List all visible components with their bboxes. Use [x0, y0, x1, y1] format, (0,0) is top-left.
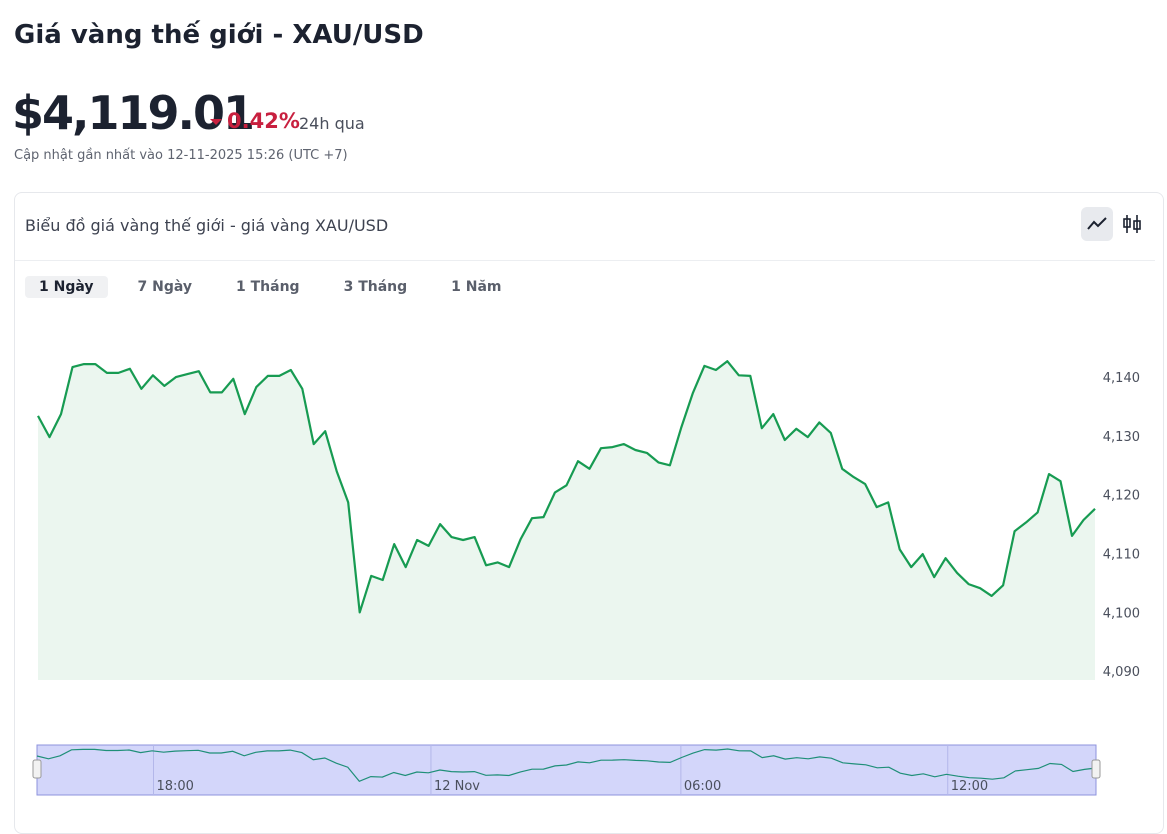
navigator-label: 06:00 [684, 779, 721, 794]
y-tick-label: 4,140 [1103, 371, 1140, 386]
page-title: Giá vàng thế giới - XAU/USD [14, 20, 424, 50]
y-tick-label: 4,120 [1103, 489, 1140, 504]
update-time: Cập nhật gần nhất vào 12-11-2025 15:26 (… [14, 148, 348, 163]
y-tick-label: 4,100 [1103, 606, 1140, 621]
navigator-label: 12:00 [951, 779, 988, 794]
y-tick-label: 4,110 [1103, 548, 1140, 563]
line-chart-button[interactable] [1081, 207, 1113, 241]
navigator-line [36, 748, 1097, 783]
page: XAU/USD {"header": {"title": "Giá vàng t… [12, 20, 1164, 834]
price: $4,119.01 [12, 86, 255, 140]
chart: 4,090 4,100 4,110 4,120 4,130 4,140 18:00 12 No… [32, 360, 1140, 796]
down-arrow [210, 119, 222, 125]
y-tick-label: 4,130 [1103, 430, 1140, 445]
line-icon [1087, 217, 1107, 230]
price-change: 0.42% [227, 109, 300, 133]
navigator-handle[interactable] [1091, 759, 1101, 779]
range-tabs: 1 Ngày 7 Ngày 1 Tháng 3 Tháng 1 Năm [25, 276, 532, 298]
range-tab[interactable]: 1 Ngày [25, 276, 108, 298]
divider [15, 260, 1155, 261]
navigator-label: 18:00 [156, 779, 193, 794]
candle-chart-button[interactable] [1116, 207, 1148, 241]
range-tab[interactable]: 1 Năm [451, 279, 502, 295]
navigator-handle[interactable] [32, 759, 42, 779]
body: Giá vàng thế giới - XAU/USD $4,119.01 0.… [12, 20, 1164, 834]
card-title: Biểu đồ giá vàng thế giới - giá vàng XAU… [25, 216, 389, 235]
candle-icon [1123, 215, 1141, 233]
change-period: 24h qua [299, 114, 365, 133]
range-tab[interactable]: 7 Ngày [137, 279, 193, 295]
price-line [37, 360, 1096, 614]
area [38, 361, 1095, 680]
y-tick-label: 4,090 [1103, 665, 1140, 680]
range-tab[interactable]: 3 Tháng [343, 279, 408, 295]
navigator [36, 744, 1097, 796]
navigator-label: 12 Nov [434, 779, 480, 794]
range-tab[interactable]: 1 Tháng [236, 279, 300, 295]
